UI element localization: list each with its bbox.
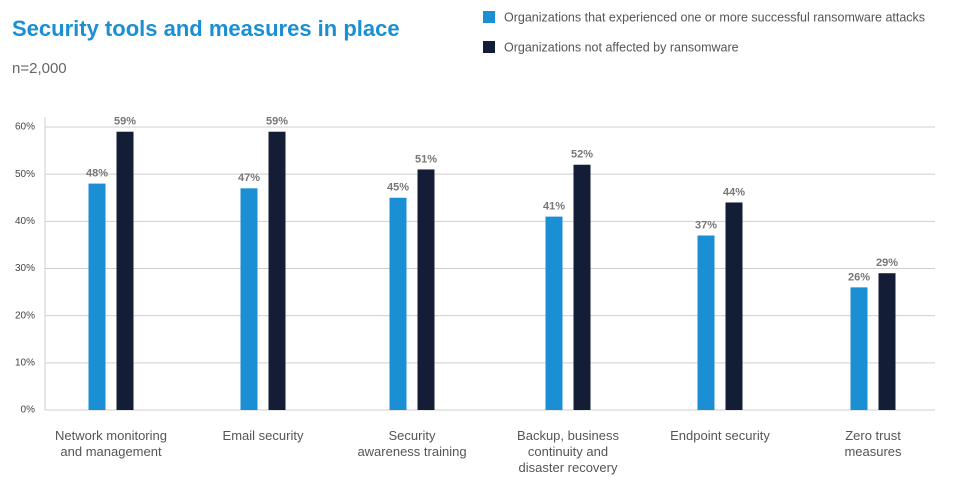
bar: [389, 197, 407, 410]
legend-label: Organizations not affected by ransomware: [504, 40, 739, 54]
bar: [573, 164, 591, 410]
legend-swatch: [483, 11, 495, 23]
bar: [417, 169, 435, 410]
data-label: 45%: [387, 182, 409, 194]
bar: [697, 235, 715, 410]
bar: [88, 183, 106, 410]
y-tick-label: 10%: [15, 357, 35, 368]
legend-swatch: [483, 41, 495, 53]
data-label: 29%: [876, 257, 898, 269]
data-label: 59%: [266, 116, 288, 128]
bar: [850, 287, 868, 410]
y-tick-label: 60%: [15, 122, 35, 133]
bar: [268, 131, 286, 410]
x-tick-label: Email security: [222, 428, 304, 443]
x-tick-label: Zero trust measures: [844, 428, 902, 459]
legend-label: Organizations that experienced one or mo…: [504, 10, 925, 24]
bar: [116, 131, 134, 410]
x-tick-label: Endpoint security: [670, 428, 770, 443]
data-label: 37%: [695, 219, 717, 231]
bar: [240, 188, 258, 410]
y-tick-label: 40%: [15, 216, 35, 227]
y-tick-label: 0%: [21, 405, 36, 416]
y-tick-label: 30%: [15, 263, 35, 274]
data-label: 59%: [114, 116, 136, 128]
bar: [725, 202, 743, 410]
chart-subtitle: n=2,000: [12, 60, 67, 77]
x-tick-label: Backup, business continuity and disaster…: [517, 428, 619, 475]
data-label: 44%: [723, 186, 745, 198]
data-label: 41%: [543, 201, 565, 213]
chart-title: Security tools and measures in place: [12, 16, 400, 41]
data-label: 48%: [86, 168, 108, 180]
data-label: 52%: [571, 149, 593, 161]
data-label: 51%: [415, 153, 437, 165]
data-label: 47%: [238, 172, 260, 184]
data-label: 26%: [848, 271, 870, 283]
x-tick-label: Network monitoring and management: [55, 428, 167, 459]
bar: [545, 216, 563, 410]
y-tick-label: 20%: [15, 310, 35, 321]
x-tick-label: Security awareness training: [357, 428, 467, 459]
bar: [878, 273, 896, 410]
y-tick-label: 50%: [15, 169, 35, 180]
